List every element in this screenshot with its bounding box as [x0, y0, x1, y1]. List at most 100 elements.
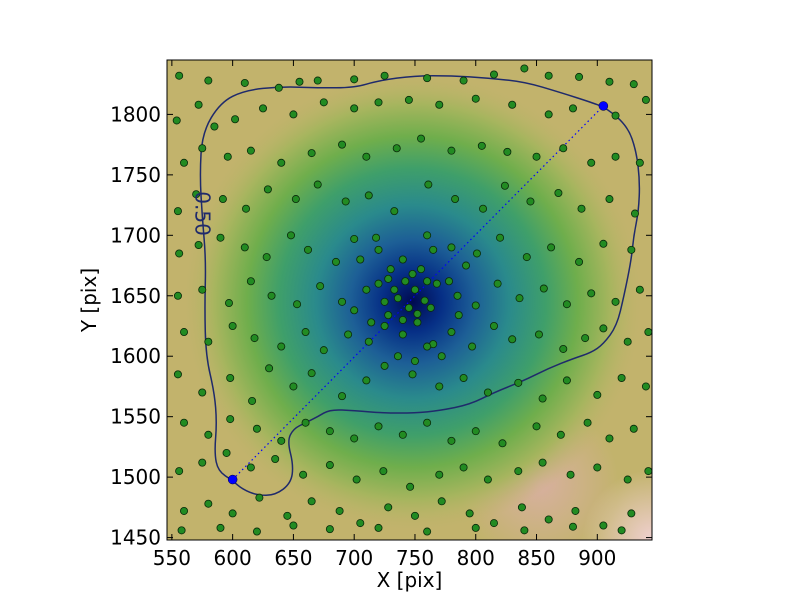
- scatter-point: [447, 243, 456, 252]
- scatter-point: [435, 100, 444, 109]
- scatter-point: [571, 506, 580, 515]
- scatter-point: [451, 195, 460, 204]
- scatter-point: [380, 297, 389, 306]
- scatter-point: [617, 526, 626, 535]
- scatter-point: [514, 467, 523, 476]
- scatter-point: [417, 265, 426, 274]
- scatter-point: [356, 255, 365, 264]
- scatter-point: [489, 519, 498, 528]
- scatter-point: [472, 249, 481, 258]
- scatter-point: [435, 382, 444, 391]
- y-tick-label: 1500: [110, 465, 161, 489]
- scatter-point: [410, 285, 419, 294]
- scatter-point: [447, 328, 456, 337]
- scatter-point: [364, 191, 373, 200]
- scatter-point: [496, 233, 505, 242]
- scatter-point: [252, 527, 261, 536]
- scatter-point: [611, 111, 620, 120]
- scatter-point: [435, 470, 444, 479]
- scatter-point: [259, 104, 268, 113]
- scatter-point: [508, 100, 517, 109]
- scatter-point: [539, 284, 548, 293]
- scatter-point: [635, 285, 644, 294]
- scatter-point: [350, 104, 359, 113]
- scatter-point: [410, 357, 419, 366]
- scatter-point: [204, 76, 213, 85]
- scatter-point: [304, 245, 313, 254]
- scatter-point: [262, 253, 271, 262]
- scatter-point: [231, 115, 240, 124]
- scatter-point: [520, 526, 529, 535]
- scatter-point: [514, 378, 523, 387]
- scatter-point: [534, 330, 543, 339]
- scatter-point: [577, 204, 586, 213]
- scatter-point: [532, 422, 541, 431]
- scatter-point: [423, 342, 432, 351]
- scatter-point: [459, 76, 468, 85]
- scatter-point: [379, 467, 388, 476]
- scatter-point: [629, 424, 638, 433]
- scatter-point: [307, 497, 316, 506]
- scatter-point: [644, 467, 652, 476]
- x-tick-label: 550: [153, 546, 191, 570]
- scatter-point: [401, 277, 410, 286]
- x-tick-label: 700: [335, 546, 373, 570]
- scatter-point: [384, 274, 393, 283]
- scatter-point: [198, 458, 207, 467]
- scatter-point: [367, 318, 376, 327]
- scatter-point: [538, 394, 547, 403]
- scatter-point: [462, 261, 471, 270]
- scatter-point: [410, 511, 419, 520]
- scatter-point: [459, 373, 468, 382]
- scatter-point: [623, 475, 632, 484]
- scatter-point: [583, 418, 592, 427]
- scatter-point: [362, 152, 371, 161]
- scatter-point: [364, 337, 373, 346]
- scatter-point: [331, 257, 340, 266]
- scatter-point: [627, 245, 636, 254]
- scatter-point: [180, 158, 189, 167]
- scatter-point: [301, 418, 310, 427]
- scatter-point: [267, 291, 276, 300]
- scatter-point: [374, 422, 383, 431]
- scatter-point: [216, 233, 225, 242]
- scatter-point: [432, 279, 441, 288]
- scatter-point: [593, 463, 602, 472]
- scatter-point: [198, 388, 207, 397]
- scatter-point: [374, 279, 383, 288]
- scatter-point: [204, 337, 213, 346]
- scatter-point: [398, 430, 407, 439]
- scatter-point: [390, 285, 399, 294]
- scatter-point: [406, 482, 415, 491]
- scatter-point: [568, 522, 577, 531]
- scatter-point: [372, 233, 381, 242]
- scatter-point: [587, 289, 596, 298]
- scatter-point: [554, 188, 563, 197]
- scatter-point: [173, 291, 182, 300]
- scatter-point: [198, 285, 207, 294]
- scatter-point: [447, 146, 456, 155]
- scatter-point: [538, 458, 547, 467]
- scatter-point: [426, 303, 435, 312]
- scatter-point: [599, 521, 608, 530]
- scatter-point: [204, 499, 213, 508]
- scatter-point: [374, 98, 383, 107]
- scatter-point: [263, 185, 272, 194]
- scatter-point: [465, 509, 474, 518]
- y-tick-label: 1550: [110, 405, 161, 429]
- scatter-point: [413, 318, 422, 327]
- scatter-point: [374, 245, 383, 254]
- scatter-point: [344, 330, 353, 339]
- scatter-point: [299, 470, 308, 479]
- scatter-point: [246, 463, 255, 472]
- x-axis: 550 600 650 700 750 800 850 900: [153, 60, 616, 570]
- scatter-point: [380, 361, 389, 370]
- x-tick-label: 650: [274, 546, 312, 570]
- scatter-point: [240, 243, 249, 252]
- scatter-point: [605, 434, 614, 443]
- scatter-point: [599, 239, 608, 248]
- scatter-point: [489, 321, 498, 330]
- scatter-point: [325, 427, 334, 436]
- scatter-point: [226, 415, 235, 424]
- scatter-point: [629, 80, 638, 89]
